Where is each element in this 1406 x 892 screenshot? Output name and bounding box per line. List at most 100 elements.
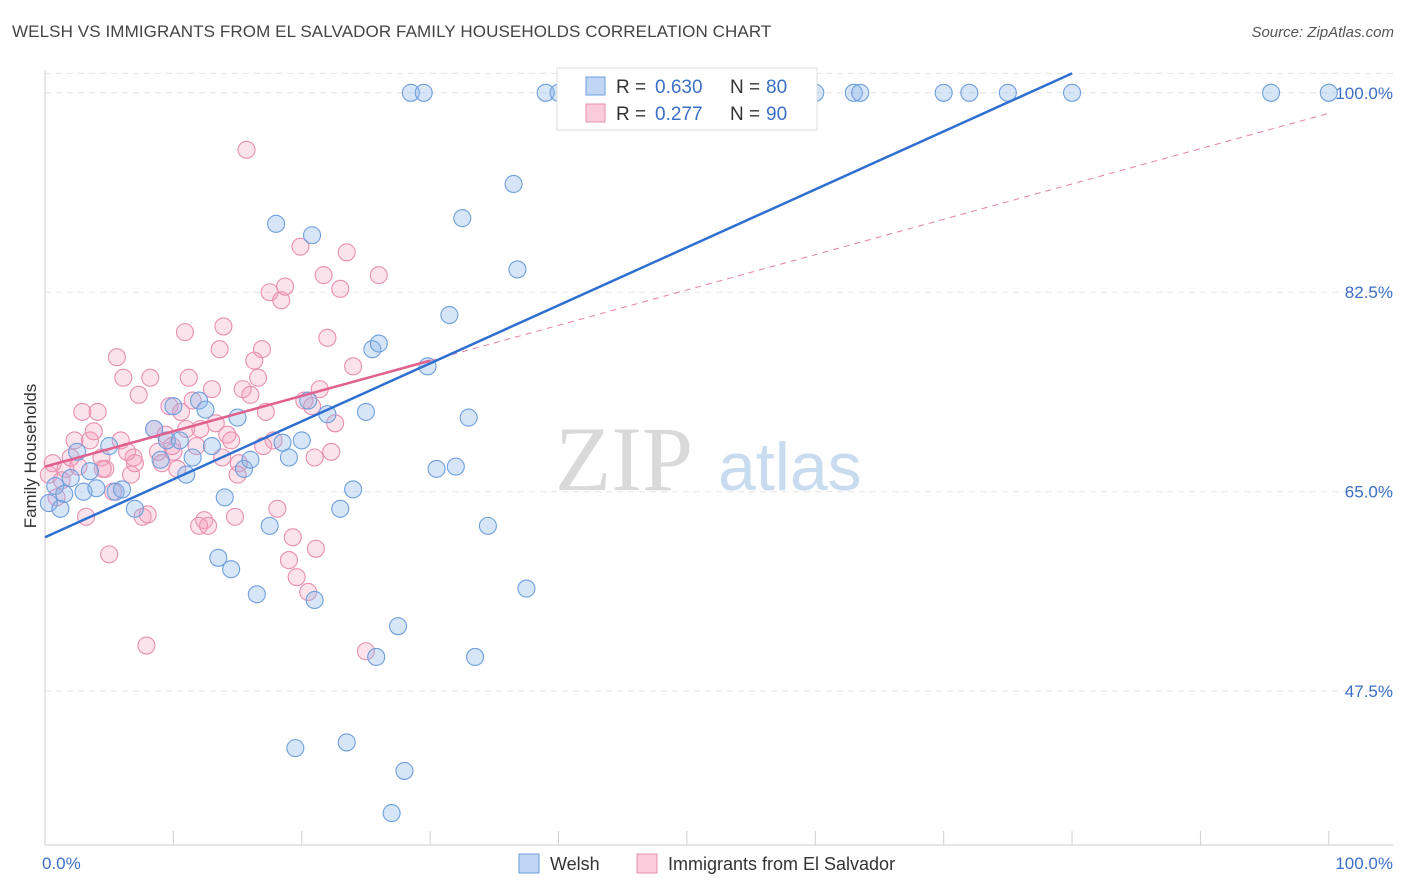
welsh-point-0 (39, 494, 58, 513)
welsh-point-47 (382, 804, 401, 823)
salvador-point-61 (276, 277, 295, 296)
salvador-point-11 (84, 422, 103, 441)
chart-source: Source: ZipAtlas.com (1251, 24, 1394, 41)
salvador-point-44 (210, 340, 229, 359)
salvador-point-17 (107, 348, 126, 367)
legend-top: R = 0.630 N = 80 R = 0.277 N = 90 (556, 67, 818, 131)
x-tick-labels: 0.0% 100.0% (42, 854, 1393, 873)
axes (44, 70, 1393, 846)
welsh-point-45 (367, 647, 386, 666)
legend-bottom-welsh-label: Welsh (550, 854, 600, 874)
salvador-point-8 (73, 402, 92, 421)
salvador-point-19 (114, 368, 133, 387)
salvador-point-25 (137, 636, 156, 655)
welsh-point-2 (51, 499, 70, 518)
salvador-point-75 (331, 279, 350, 298)
welsh-point-51 (414, 83, 433, 102)
salvador-point-26 (141, 368, 160, 387)
salvador-point-51 (237, 140, 256, 159)
salvador-point-78 (356, 642, 376, 661)
welsh-point-31 (267, 214, 286, 233)
welsh-point-56 (453, 209, 472, 228)
welsh-point-33 (279, 448, 298, 467)
salvador-point-23 (129, 385, 148, 404)
watermark-atlas: atlas (718, 429, 862, 505)
welsh-point-25 (222, 560, 241, 579)
welsh-point-78 (1261, 83, 1281, 102)
welsh-point-24 (215, 488, 234, 507)
salvador-point-52 (241, 385, 260, 404)
salvador-point-62 (279, 551, 298, 570)
trend-lines (44, 72, 1329, 539)
welsh-point-14 (151, 450, 170, 469)
welsh-point-62 (517, 579, 536, 598)
salvador-point-85 (190, 516, 209, 535)
salvador-point-81 (124, 448, 143, 467)
legend-bottom-welsh-swatch (518, 853, 540, 874)
welsh-point-19 (183, 448, 202, 467)
salvador-point-15 (100, 545, 119, 564)
salvador-point-10 (80, 431, 99, 450)
welsh-point-4 (61, 468, 80, 488)
y-tick-label-2: 82.5% (1345, 283, 1393, 302)
welsh-point-3 (55, 484, 74, 504)
welsh-point-8 (87, 479, 106, 498)
welsh-point-11 (112, 480, 132, 499)
welsh-point-16 (164, 397, 183, 416)
legend-bottom-salvador-label: Immigrants from El Salvador (668, 854, 895, 874)
legend-salvador-r-value: 0.277 (655, 104, 703, 125)
welsh-point-23 (209, 548, 228, 567)
welsh-point-7 (80, 462, 99, 481)
welsh-trend-line (44, 72, 1073, 539)
salvador-point-22 (125, 454, 144, 473)
welsh-point-79 (1319, 83, 1338, 102)
salvador-point-48 (225, 507, 245, 526)
legend-welsh-n-label: N = (730, 77, 760, 98)
welsh-point-53 (427, 459, 446, 478)
legend-salvador-n-value: 90 (766, 104, 787, 125)
welsh-point-73 (851, 83, 870, 102)
salvador-point-65 (291, 237, 310, 256)
salvador-trend-line (44, 359, 431, 468)
legend-welsh-r-value: 0.630 (655, 77, 703, 98)
welsh-point-63 (536, 83, 555, 102)
y-tick-labels: 47.5% 65.0% 82.5% 100.0% (1335, 84, 1393, 701)
salvador-point-89 (305, 448, 324, 467)
salvador-point-54 (249, 368, 268, 387)
salvador-point-55 (252, 340, 272, 359)
welsh-point-60 (504, 174, 523, 194)
salvador-point-71 (314, 266, 333, 285)
series-salvador-points (39, 140, 388, 661)
salvador-point-77 (344, 357, 363, 376)
salvador-point-63 (283, 528, 302, 547)
welsh-point-77 (1062, 83, 1082, 102)
x-tick-label-0: 0.0% (42, 854, 81, 873)
welsh-point-20 (190, 391, 209, 410)
welsh-point-61 (508, 260, 527, 279)
welsh-point-28 (241, 450, 260, 469)
welsh-point-21 (196, 400, 215, 419)
salvador-point-37 (183, 391, 202, 410)
salvador-point-38 (187, 437, 206, 456)
welsh-point-12 (125, 499, 144, 518)
welsh-point-50 (401, 83, 420, 102)
welsh-point-35 (292, 431, 311, 450)
welsh-point-37 (302, 226, 322, 245)
legend-welsh-n-value: 80 (766, 77, 787, 98)
welsh-point-40 (331, 499, 350, 518)
y-tick-label-3: 100.0% (1335, 84, 1393, 103)
welsh-point-27 (234, 459, 254, 478)
salvador-point-31 (160, 397, 179, 416)
welsh-point-55 (446, 457, 465, 476)
legend-salvador-r-label: R = (616, 104, 646, 125)
salvador-point-64 (287, 568, 306, 587)
legend-salvador-n-label: N = (730, 104, 760, 125)
welsh-point-34 (286, 739, 305, 758)
welsh-point-75 (960, 83, 979, 102)
welsh-point-22 (202, 437, 221, 456)
salvador-point-73 (322, 442, 341, 461)
welsh-point-49 (395, 761, 414, 780)
welsh-point-38 (305, 590, 324, 610)
welsh-point-59 (478, 516, 497, 535)
salvador-point-59 (268, 499, 287, 518)
